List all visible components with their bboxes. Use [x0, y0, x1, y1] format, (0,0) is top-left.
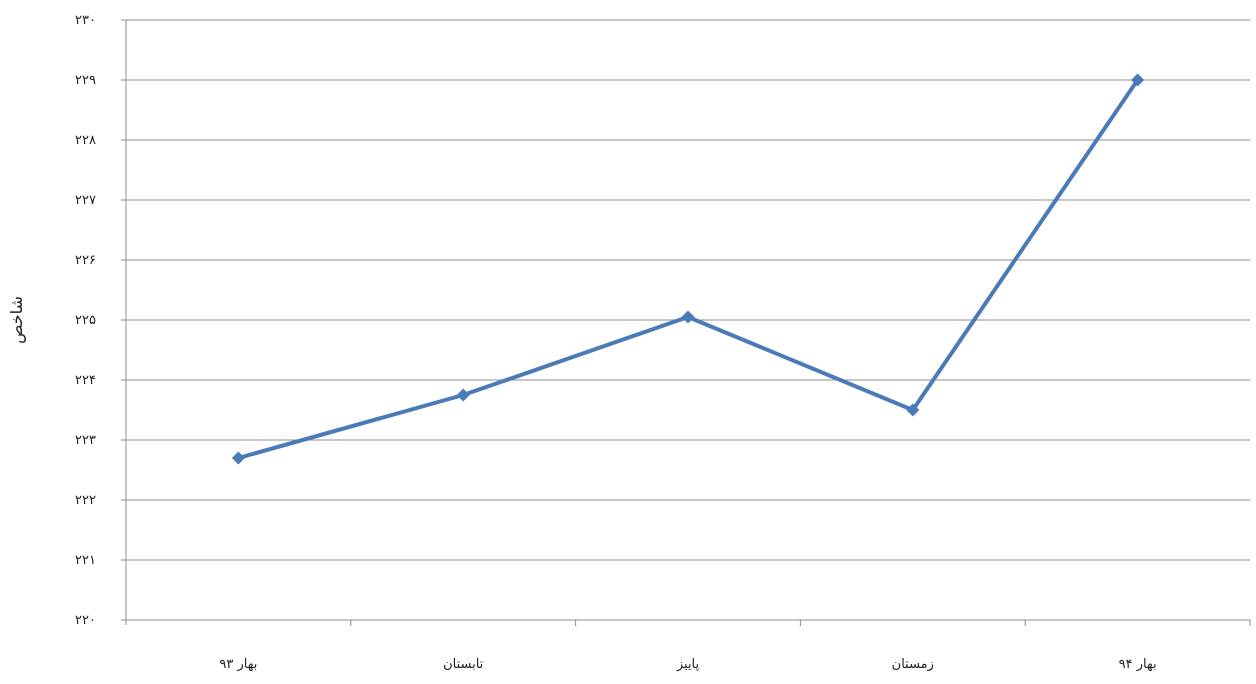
y-tick-label: ۲۲۶	[75, 253, 96, 268]
gridlines	[126, 19, 1250, 561]
data-point-marker	[456, 388, 470, 402]
series-line	[236, 78, 1140, 460]
data-series	[231, 73, 1145, 465]
y-tick-label: ۲۲۲	[75, 493, 96, 508]
x-tick-label: بهار ۹۴	[1119, 657, 1157, 672]
y-tick-label: ۲۲۳	[75, 433, 96, 448]
x-tick-labels: بهار ۹۳ تابستان پاییز زمستان بهار ۹۴	[219, 657, 1156, 672]
y-tick-label: ۲۲۱	[75, 553, 96, 568]
y-axis-label: شاخص	[7, 296, 27, 344]
data-point-marker	[906, 403, 920, 417]
x-tick-label: بهار ۹۳	[219, 657, 257, 672]
y-tick-label: ۲۲۰	[75, 613, 96, 628]
y-tick-label: ۲۲۸	[75, 133, 96, 148]
axes	[121, 19, 1251, 626]
data-point-marker	[681, 310, 695, 324]
y-tick-label: ۲۲۴	[75, 373, 96, 388]
y-tick-label: ۲۲۷	[75, 193, 96, 208]
x-tick-label: تابستان	[443, 657, 484, 672]
y-tick-label: ۲۲۵	[75, 313, 96, 328]
x-tick-label: زمستان	[892, 657, 934, 672]
data-point-marker	[231, 451, 245, 465]
y-tick-label: ۲۲۹	[75, 73, 96, 88]
y-tick-labels: ۲۲۰ ۲۲۱ ۲۲۲ ۲۲۳ ۲۲۴ ۲۲۵ ۲۲۶ ۲۲۷ ۲۲۸ ۲۲۹ ۲۳۰	[75, 13, 96, 628]
data-point-marker	[1131, 73, 1145, 87]
x-tick-label: پاییز	[676, 657, 700, 672]
y-tick-label: ۲۳۰	[75, 13, 96, 28]
